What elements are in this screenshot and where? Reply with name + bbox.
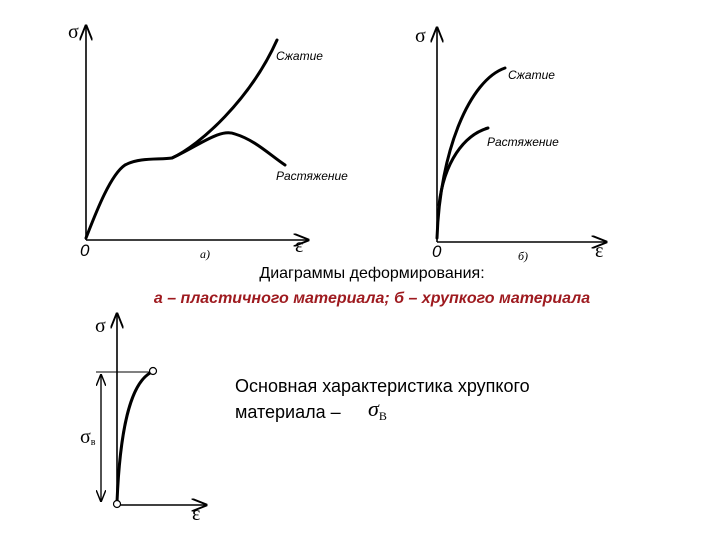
origin: 0 (432, 242, 442, 261)
note-line: Основная характеристика хрупкого (235, 376, 530, 396)
axis-label: ε (295, 235, 303, 257)
note-line: материала – (235, 402, 341, 422)
axis-label: ε (192, 503, 200, 525)
point (112, 499, 122, 509)
caption-title: Диаграммы деформирования: (259, 265, 484, 282)
subscript: В (379, 409, 387, 423)
symbol: σ (368, 396, 380, 421)
dimension-label: σв (80, 426, 96, 448)
curve (115, 371, 152, 504)
curve-label: Растяжение (487, 135, 559, 149)
caption-subtitle: а – пластичного материала; б – хрупкого … (154, 290, 590, 307)
curve (435, 66, 507, 240)
subscript: в (91, 437, 96, 448)
axis-label: σ (68, 21, 79, 43)
origin: 0 (80, 241, 90, 260)
curve (170, 131, 287, 167)
axis-label: σ (415, 25, 426, 47)
curve-label: Сжатие (276, 49, 323, 63)
curve-label: Растяжение (276, 169, 348, 183)
curve (84, 38, 279, 240)
caption: а) (200, 247, 210, 261)
axis-label: ε (595, 240, 603, 262)
note-symbol: σВ (368, 396, 387, 423)
axis-label: σ (95, 315, 106, 337)
point (148, 366, 158, 376)
symbol: σ (80, 426, 91, 448)
curve (437, 126, 490, 207)
caption: б) (518, 249, 528, 263)
curve-label: Сжатие (508, 68, 555, 82)
